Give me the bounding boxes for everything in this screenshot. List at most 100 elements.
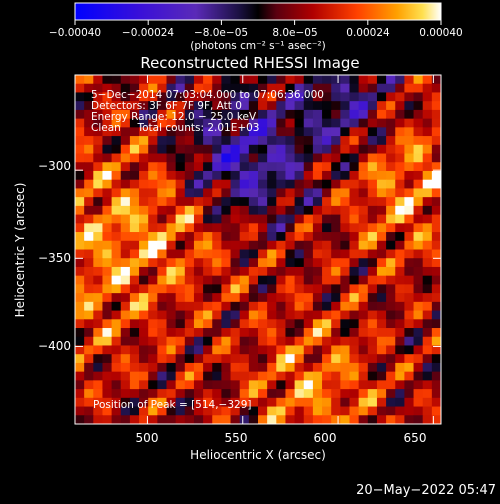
heatmap-cell — [267, 75, 277, 85]
heatmap-cell — [111, 214, 122, 224]
heatmap-cell — [285, 397, 296, 408]
heatmap-cell — [102, 266, 113, 277]
heatmap-cell — [422, 354, 433, 364]
heatmap-cell — [129, 188, 140, 198]
heatmap-cell — [267, 179, 277, 189]
heatmap-cell — [166, 301, 177, 312]
heatmap-cell — [303, 284, 314, 294]
heatmap-cell — [294, 101, 305, 111]
heatmap-cell — [221, 354, 232, 364]
heatmap-cell — [129, 109, 140, 120]
heatmap-cell — [102, 362, 113, 373]
heatmap-cell — [386, 249, 396, 259]
heatmap-cell — [422, 232, 433, 242]
heatmap-cell — [157, 153, 167, 163]
heatmap-cell — [322, 240, 332, 250]
heatmap-cell — [276, 266, 286, 277]
heatmap-cell — [139, 223, 149, 233]
heatmap-cell — [93, 153, 103, 163]
heatmap-cell — [322, 162, 332, 172]
heatmap-cell — [376, 223, 387, 233]
heatmap-cell — [358, 397, 369, 408]
heatmap-cell — [431, 162, 441, 172]
heatmap-cell — [212, 293, 222, 303]
heatmap-cell — [203, 214, 213, 224]
heatmap-cell — [413, 197, 424, 207]
heatmap-cell — [111, 362, 122, 373]
heatmap-cell — [413, 328, 424, 338]
heatmap-cell — [184, 162, 195, 172]
heatmap-cell — [193, 136, 204, 146]
heatmap-cell — [239, 362, 250, 373]
heatmap-cell — [404, 205, 415, 216]
heatmap-cell — [312, 162, 323, 172]
heatmap-cell — [258, 109, 268, 120]
heatmap-cell — [294, 188, 305, 198]
heatmap-cell — [285, 266, 296, 277]
heatmap-cell — [248, 328, 259, 338]
heatmap-cell — [203, 240, 213, 250]
heatmap-cell — [258, 92, 268, 102]
heatmap-cell — [166, 83, 177, 93]
heatmap-cell — [276, 223, 286, 233]
heatmap-cell — [111, 275, 122, 285]
heatmap-cell — [175, 127, 186, 137]
heatmap-cell — [75, 336, 85, 346]
heatmap-cell — [120, 205, 131, 216]
heatmap-cell — [349, 240, 360, 250]
heatmap-cell — [193, 249, 204, 259]
x-tick-label: 600 — [314, 431, 337, 445]
heatmap-cell — [111, 406, 122, 416]
heatmap-cell — [349, 205, 360, 216]
heatmap-cell — [239, 101, 250, 111]
heatmap-cell — [431, 389, 441, 399]
heatmap-cell — [239, 380, 250, 390]
heatmap-cell — [285, 258, 296, 268]
heatmap-cell — [258, 249, 268, 259]
heatmap-cell — [157, 293, 167, 303]
heatmap-cell — [413, 92, 424, 102]
heatmap-cell — [422, 144, 433, 155]
heatmap-cell — [75, 275, 85, 285]
heatmap-cell — [349, 92, 360, 102]
heatmap-cell — [230, 371, 241, 381]
heatmap-cell — [395, 144, 405, 155]
heatmap-cell — [404, 92, 415, 102]
y-tick-label: −350 — [38, 251, 71, 265]
heatmap-cell — [340, 232, 350, 242]
heatmap-cell — [221, 223, 232, 233]
heatmap-cell — [358, 197, 369, 207]
heatmap-cell — [175, 188, 186, 198]
heatmap-cell — [312, 223, 323, 233]
heatmap-cell — [340, 293, 350, 303]
heatmap-cell — [129, 397, 140, 408]
heatmap-cell — [422, 284, 433, 294]
heatmap-cell — [322, 136, 332, 146]
heatmap-cell — [404, 144, 415, 155]
heatmap-cell — [148, 319, 158, 329]
heatmap-cell — [148, 249, 158, 259]
heatmap-cell — [340, 179, 350, 189]
heatmap-cell — [376, 83, 387, 93]
heatmap-cell — [322, 205, 332, 216]
heatmap-cell — [294, 258, 305, 268]
heatmap-cell — [75, 301, 85, 312]
heatmap-cell — [239, 397, 250, 408]
heatmap-cell — [258, 118, 268, 128]
heatmap-cell — [84, 415, 94, 424]
heatmap-cell — [175, 170, 186, 181]
heatmap-cell — [75, 223, 85, 233]
heatmap-cell — [312, 205, 323, 216]
heatmap-cell — [303, 144, 314, 155]
heatmap-cell — [148, 354, 158, 364]
heatmap-cell — [129, 345, 140, 355]
heatmap-cell — [193, 328, 204, 338]
heatmap-cell — [431, 136, 441, 146]
heatmap-cell — [358, 223, 369, 233]
heatmap-cell — [75, 214, 85, 224]
plot-area — [75, 75, 441, 424]
heatmap-cell — [175, 258, 186, 268]
heatmap-cell — [75, 205, 85, 216]
heatmap-cell — [111, 223, 122, 233]
heatmap-cell — [157, 127, 167, 137]
